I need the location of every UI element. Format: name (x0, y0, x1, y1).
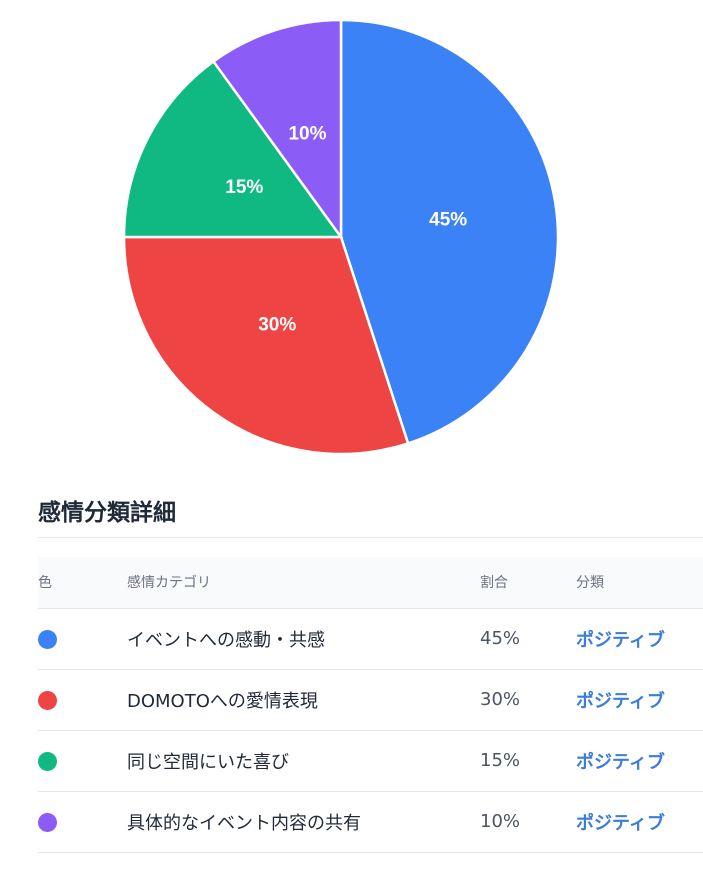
title-divider (38, 537, 703, 538)
table-row: 具体的なイベント内容の共有 10% ポジティブ (38, 791, 703, 853)
pie-data-label: 45% (429, 210, 467, 231)
color-dot (38, 751, 57, 771)
row-ratio: 45% (480, 608, 576, 670)
row-classification: ポジティブ (576, 791, 703, 853)
header-ratio: 割合 (480, 557, 576, 609)
row-category: イベントへの感動・共感 (127, 608, 480, 670)
emotion-pie-chart: 45% 30% 15% 10% (122, 18, 560, 456)
section-title: 感情分類詳細 (38, 500, 176, 526)
row-classification: ポジティブ (576, 730, 703, 792)
color-dot (38, 690, 57, 710)
pie-data-label: 10% (288, 123, 326, 144)
table-row: DOMOTOへの愛情表現 30% ポジティブ (38, 669, 703, 731)
pie-slice (211, 18, 343, 241)
table-header-row: 色 感情カテゴリ 割合 分類 (38, 557, 703, 609)
color-dot (38, 812, 57, 832)
header-category: 感情カテゴリ (127, 557, 480, 609)
row-ratio: 10% (480, 791, 576, 853)
pie-data-label: 30% (258, 314, 296, 335)
table-row: 同じ空間にいた喜び 15% ポジティブ (38, 730, 703, 792)
color-dot (38, 629, 57, 649)
pie-data-label: 15% (225, 177, 263, 198)
row-classification: ポジティブ (576, 669, 703, 731)
row-category: 具体的なイベント内容の共有 (127, 791, 480, 853)
pie-slice (122, 59, 344, 239)
row-category: 同じ空間にいた喜び (127, 730, 480, 792)
row-classification: ポジティブ (576, 608, 703, 670)
pie-slice (339, 18, 560, 445)
pie-slice (122, 235, 410, 456)
row-ratio: 15% (480, 730, 576, 792)
row-ratio: 30% (480, 669, 576, 731)
header-color: 色 (38, 557, 127, 609)
header-classification: 分類 (576, 557, 703, 609)
emotion-detail-table: 色 感情カテゴリ 割合 分類 イベントへの感動・共感 45% ポジティブ DOM… (38, 557, 703, 853)
table-row: イベントへの感動・共感 45% ポジティブ (38, 608, 703, 670)
row-category: DOMOTOへの愛情表現 (127, 669, 480, 731)
